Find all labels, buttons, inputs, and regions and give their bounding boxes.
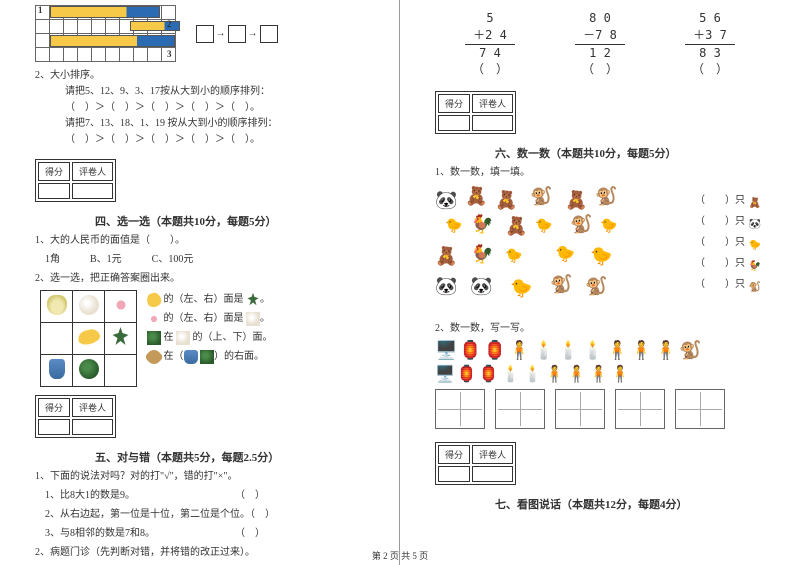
melon-icon	[79, 359, 99, 379]
pear-icon	[47, 295, 67, 315]
section-6-title: 六、数一数（本题共10分，每题5分）	[495, 145, 785, 161]
score-box-6: 得分评卷人	[435, 91, 516, 134]
score-box-7: 得分评卷人	[435, 442, 516, 485]
monkey-icon: 🐒	[679, 340, 701, 361]
chick-icon: 🐤	[505, 248, 522, 265]
candle-icon: 🕯️	[523, 364, 543, 384]
bear-icon: 🧸	[565, 190, 587, 211]
flowers-icon	[110, 295, 132, 315]
doll-icon: 🧍	[655, 340, 677, 361]
chick-icon: 🐤	[590, 246, 612, 267]
chick-icon: 🐤	[555, 244, 575, 264]
chick-icon: 🐤	[445, 218, 462, 235]
doll-icon: 🧍	[508, 340, 530, 361]
apple-icon	[79, 295, 99, 315]
lantern-icon: 🏮	[457, 364, 477, 384]
section-5-title: 五、对与错（本题共5分，每题2.5分）	[95, 449, 384, 465]
vertical-problems: 5＋2 47 4（ ） 8 0－7 81 2（ ） 5 6＋3 78 3（ ）	[435, 10, 765, 78]
q2-ordering: 2、大小排序。 请把5、12、9、3、17按从大到小的顺序排列： （ ）＞（ ）…	[35, 68, 384, 148]
candle-icon: 🕯️	[582, 340, 604, 361]
rooster-icon: 🐓	[471, 244, 493, 265]
score-box-4: 得分评卷人	[35, 159, 116, 202]
candle-icon: 🕯️	[533, 340, 555, 361]
panda-icon: 🐼	[470, 276, 492, 297]
animal-counting-zone: 🐼 🧸 🧸 🐒 🧸 🐒 🐤 🐓 🧸 🐤 🐒 🐤 🧸 🐓 🐤 🐤 🐤 🐼 🐼 🐤 …	[435, 186, 765, 316]
section-7-title: 七、看图说话（本题共12分，每题4分）	[495, 496, 785, 512]
candle-icon: 🕯️	[557, 340, 579, 361]
position-grid	[40, 290, 137, 387]
panda-icon: 🐼	[435, 276, 457, 297]
toys-row: 🖥️ 🏮 🏮 🧍 🕯️ 🕯️ 🕯️ 🧍 🧍 🧍 🐒	[435, 340, 765, 361]
right-column: 5＋2 47 4（ ） 8 0－7 81 2（ ） 5 6＋3 78 3（ ） …	[400, 0, 800, 565]
doll-icon: 🧍	[567, 364, 587, 384]
sec6-q2: 2、数一数，写一写。	[435, 321, 785, 337]
pencil-question: 1 2 3 → →	[35, 5, 384, 65]
section-4-title: 四、选一选（本题共10分，每题5分）	[95, 213, 384, 229]
position-lines: 的（左、右）面是 。 的（左、右）面是 。 在 的（上、下）面。 在（ ）的右面…	[147, 290, 273, 366]
plant-icon	[111, 327, 131, 347]
monkey-icon: 🐒	[585, 276, 607, 297]
pencil-grid: 1 2 3	[35, 5, 176, 62]
score-box-5: 得分评卷人	[35, 395, 116, 438]
left-column: 1 2 3 → → 2、大小排序。 请把5、12、9、3、17按从大到小的顺序排…	[0, 0, 400, 565]
sec4-q1: 1、大的人民币的面值是（ ）。	[35, 233, 384, 249]
chick-icon: 🐤	[535, 218, 552, 235]
bear-icon: 🧸	[495, 190, 517, 211]
sequence-boxes: → →	[194, 25, 280, 43]
sec4-q2: 2、选一选，把正确答案圈出来。	[35, 271, 384, 287]
bucket-icon	[49, 359, 65, 379]
chick-icon: 🐤	[510, 278, 532, 299]
doll-icon: 🧍	[630, 340, 652, 361]
monkey-icon: 🐒	[595, 186, 617, 207]
lantern-icon: 🏮	[484, 340, 506, 361]
monkey-icon: 🐒	[530, 186, 552, 207]
page-footer: 第 2 页 共 5 页	[0, 549, 800, 562]
rooster-icon: 🐓	[471, 214, 493, 235]
monkey-icon: 🐒	[550, 274, 572, 295]
doll-icon: 🧍	[545, 364, 565, 384]
computer-icon: 🖥️	[435, 340, 457, 361]
panda-icon: 🐼	[435, 190, 457, 211]
lantern-icon: 🏮	[479, 364, 499, 384]
chick-icon: 🐤	[600, 218, 617, 235]
banana-icon	[76, 327, 101, 346]
bear-icon: 🧸	[505, 216, 527, 237]
computer-icon: 🖥️	[435, 364, 455, 384]
sec5-q1: 1、下面的说法对吗？对的打"√"，错的打"×"。	[35, 469, 384, 485]
write-boxes	[435, 389, 765, 429]
candle-icon: 🕯️	[501, 364, 521, 384]
bear-icon: 🧸	[465, 186, 487, 207]
bear-icon: 🧸	[435, 246, 457, 267]
sec6-q1: 1、数一数，填一填。	[435, 165, 785, 181]
doll-icon: 🧍	[606, 340, 628, 361]
doll-icon: 🧍	[610, 364, 630, 384]
doll-icon: 🧍	[588, 364, 608, 384]
count-list: （ ）只🧸 （ ）只🐼 （ ）只🐤 （ ）只🐓 （ ）只🐒	[695, 191, 765, 296]
sec4-q1-opts: 1角 B、1元 C、100元	[45, 252, 384, 268]
monkey-icon: 🐒	[570, 214, 592, 235]
lantern-icon: 🏮	[459, 340, 481, 361]
